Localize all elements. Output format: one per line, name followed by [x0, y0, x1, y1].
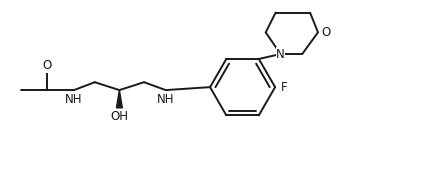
Text: F: F — [281, 81, 287, 94]
Text: NH: NH — [157, 94, 175, 106]
Text: OH: OH — [110, 110, 128, 123]
Polygon shape — [116, 90, 122, 108]
Text: O: O — [321, 26, 330, 39]
Text: O: O — [43, 59, 52, 72]
Text: N: N — [276, 48, 285, 60]
Text: NH: NH — [65, 94, 83, 106]
